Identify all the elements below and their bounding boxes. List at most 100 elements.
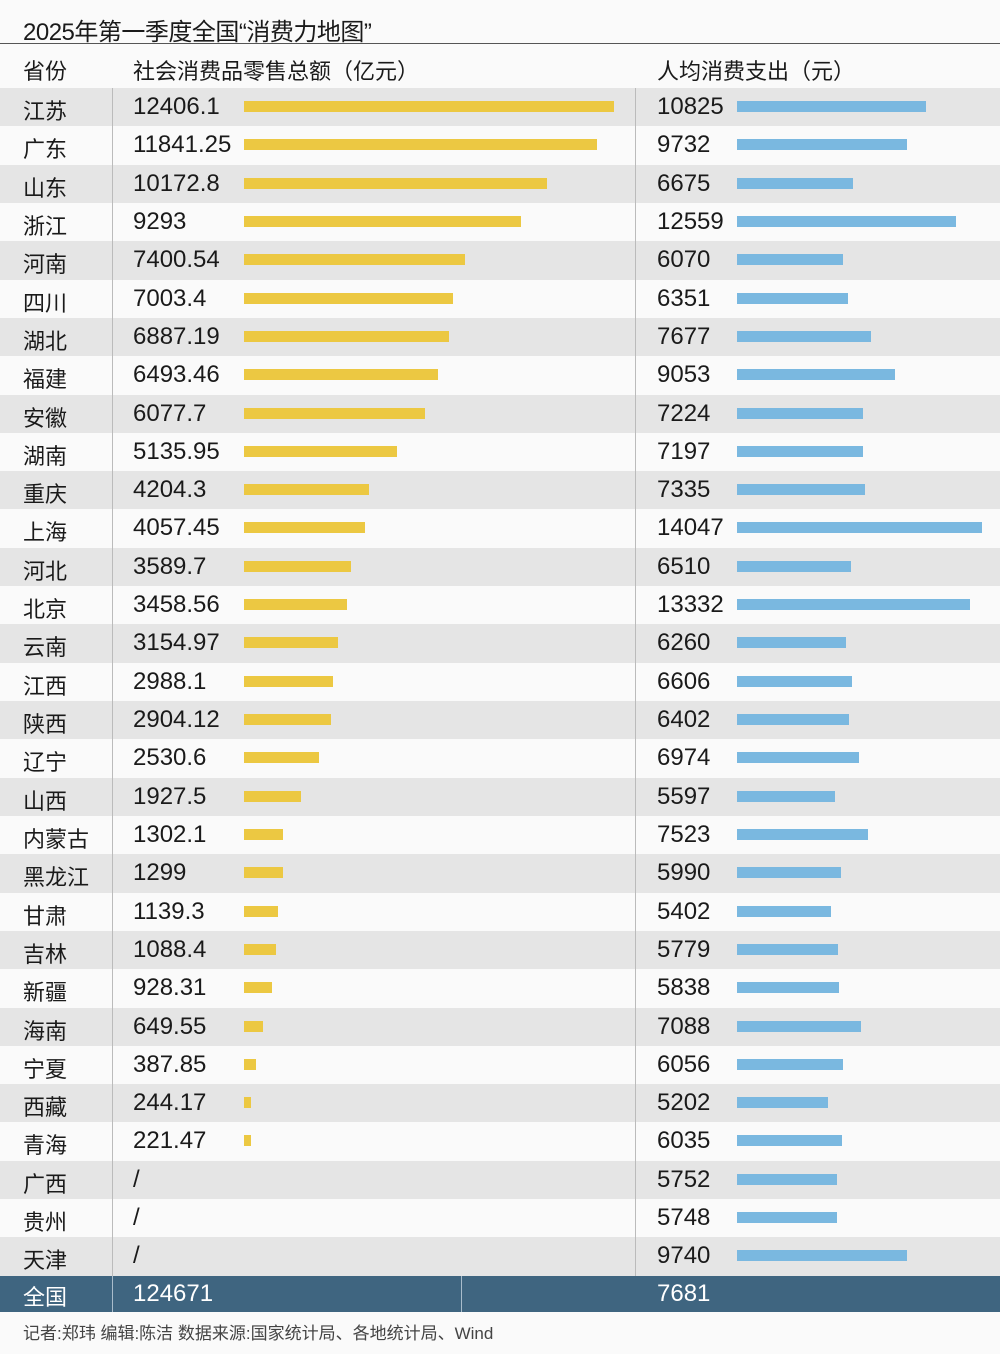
- retail-value: 1299: [133, 859, 187, 887]
- province-name: 河南: [23, 252, 68, 278]
- per-capita-bar: [737, 101, 926, 112]
- per-capita-bar: [737, 1058, 843, 1070]
- retail-bar: [244, 560, 352, 572]
- retail-bar: [244, 445, 398, 457]
- retail-value: 7400.54: [133, 246, 220, 274]
- per-capita-bar: [737, 407, 863, 419]
- per-capita-bar: [737, 714, 849, 725]
- retail-bar: [244, 982, 272, 994]
- column-divider: [635, 88, 636, 1276]
- province-name: 福建: [23, 367, 68, 393]
- province-name: 湖南: [23, 443, 68, 469]
- per-capita-value: 6402: [657, 706, 711, 733]
- per-capita-bar: [737, 1212, 838, 1224]
- per-capita-value: 6974: [657, 744, 711, 772]
- table-row: 甘肃 1139.3 5402: [0, 893, 1000, 931]
- per-capita-bar: [737, 139, 907, 151]
- table-row: 西藏 244.17 5202: [0, 1084, 1000, 1123]
- retail-value: 244.17: [133, 1089, 207, 1117]
- retail-bar: [244, 484, 370, 496]
- per-capita-value: 14047: [657, 514, 724, 542]
- table-row: 辽宁 2530.6 6974: [0, 739, 1000, 777]
- per-capita-value: 6056: [657, 1050, 711, 1078]
- per-capita-bar: [737, 484, 865, 496]
- retail-value: 3154.97: [133, 629, 220, 657]
- retail-value: 3589.7: [133, 552, 207, 580]
- per-capita-bar: [737, 982, 839, 994]
- per-capita-value: 6351: [657, 284, 711, 312]
- province-name: 江苏: [23, 99, 68, 124]
- retail-value: /: [133, 1165, 140, 1193]
- table-row: 安徽 6077.7 7224: [0, 394, 1000, 433]
- retail-bar: [244, 1135, 251, 1147]
- province-name: 广西: [23, 1171, 68, 1197]
- province-name: 湖北: [23, 328, 68, 354]
- province-name: 宁夏: [23, 1056, 68, 1082]
- per-capita-bar: [737, 943, 838, 955]
- retail-value: 6493.46: [133, 361, 220, 389]
- per-capita-bar: [737, 790, 835, 802]
- per-capita-value: 5990: [657, 859, 711, 887]
- table-row: 云南 3154.97 6260: [0, 624, 1000, 663]
- retail-bar: [244, 714, 331, 725]
- retail-bar: [244, 1020, 264, 1032]
- table-row: 江苏 12406.1 10825: [0, 88, 1000, 127]
- retail-value: 221.47: [133, 1127, 207, 1155]
- table-row: 陕西 2904.12 6402: [0, 701, 1000, 740]
- table-row: 海南 649.55 7088: [0, 1007, 1000, 1046]
- province-name: 北京: [23, 597, 68, 623]
- province-name: 吉林: [23, 941, 68, 967]
- total-retail: 124671: [133, 1280, 214, 1307]
- per-capita-value: 5402: [657, 897, 711, 925]
- retail-value: 4057.45: [133, 514, 220, 542]
- total-label: 全国: [23, 1285, 68, 1310]
- retail-value: 2530.6: [133, 744, 207, 772]
- province-name: 贵州: [23, 1210, 68, 1236]
- per-capita-bar: [737, 522, 982, 534]
- per-capita-bar: [737, 599, 970, 611]
- table-row: 福建 6493.46 9053: [0, 356, 1000, 394]
- per-capita-value: 5752: [657, 1165, 711, 1193]
- column-divider: [112, 88, 113, 1276]
- retail-value: 1927.5: [133, 782, 207, 810]
- per-capita-bar: [737, 905, 832, 917]
- province-name: 浙江: [23, 213, 68, 239]
- total-row: 全国 124671 7681: [0, 1276, 1000, 1312]
- table-row: 湖南 5135.95 7197: [0, 433, 1000, 471]
- retail-bar: [244, 599, 348, 611]
- per-capita-bar: [737, 177, 854, 189]
- retail-value: 649.55: [133, 1012, 207, 1040]
- retail-bar: [244, 1097, 252, 1109]
- per-capita-value: 7523: [657, 820, 711, 848]
- province-name: 山东: [23, 175, 68, 201]
- per-capita-value: 6070: [657, 246, 711, 274]
- retail-value: 1139.3: [133, 897, 205, 925]
- per-capita-bar: [737, 1173, 838, 1185]
- per-capita-bar: [737, 675, 853, 687]
- per-capita-value: 6035: [657, 1127, 711, 1155]
- retail-value: 5135.95: [133, 437, 220, 465]
- province-name: 广东: [23, 137, 68, 163]
- province-name: 安徽: [23, 405, 68, 431]
- per-capita-bar: [737, 560, 851, 572]
- retail-bar: [244, 637, 339, 649]
- province-name: 黑龙江: [23, 865, 90, 891]
- table-row: 河南 7400.54 6070: [0, 241, 1000, 280]
- retail-bar: [244, 675, 334, 687]
- retail-bar: [244, 905, 278, 917]
- per-capita-value: 6260: [657, 629, 711, 657]
- per-capita-value: 5779: [657, 935, 711, 963]
- retail-value: 12406.1: [133, 93, 220, 120]
- per-capita-value: 5597: [657, 782, 711, 810]
- province-name: 上海: [23, 520, 68, 546]
- province-name: 青海: [23, 1133, 68, 1159]
- retail-value: /: [133, 1204, 140, 1232]
- retail-value: 7003.4: [133, 284, 207, 312]
- table-row: 北京 3458.56 13332: [0, 586, 1000, 624]
- retail-bar: [244, 330, 450, 342]
- per-capita-bar: [737, 330, 871, 342]
- per-capita-value: 5838: [657, 974, 711, 1002]
- table-row: 黑龙江 1299 5990: [0, 854, 1000, 893]
- per-capita-value: 6606: [657, 667, 711, 695]
- retail-value: 2988.1: [133, 667, 207, 695]
